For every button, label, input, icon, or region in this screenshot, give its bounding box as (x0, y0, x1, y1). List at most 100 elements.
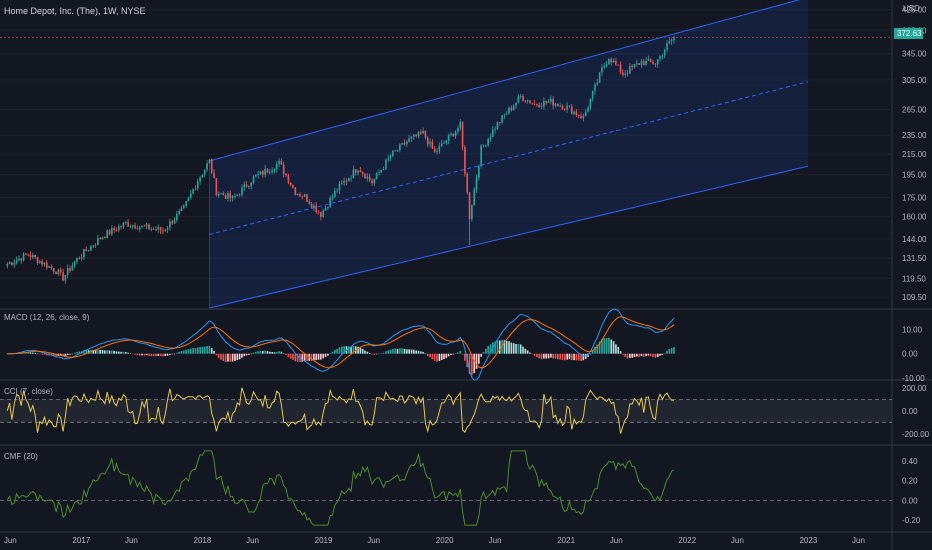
candle-body (106, 230, 108, 238)
candle-body (347, 178, 350, 182)
macd-hist-bar (536, 353, 538, 358)
candle-body (131, 225, 134, 227)
macd-hist-bar (106, 350, 108, 354)
macd-hist-bar (498, 340, 501, 354)
candle-body (48, 266, 50, 268)
candle-body (515, 102, 517, 106)
x-tick-label: Jun (489, 536, 502, 545)
cmf-title: CMF (20) (4, 452, 38, 461)
macd-hist-bar (97, 349, 99, 354)
macd-hist-bar (336, 348, 338, 354)
x-tick-label: Jun (852, 536, 865, 545)
candle-body (329, 198, 331, 208)
macd-hist-bar (371, 353, 373, 355)
macd-tick-label: 0.00 (902, 350, 918, 359)
candle-body (361, 172, 364, 174)
macd-hist-bar (538, 353, 541, 359)
macd-hist-bar (329, 353, 331, 354)
macd-hist-bar (561, 353, 564, 361)
macd-hist-bar (220, 353, 222, 360)
candle-body (76, 257, 78, 262)
candle-body (529, 100, 531, 104)
candle-body (598, 72, 601, 83)
x-tick-label: Jun (367, 536, 380, 545)
candle-body (608, 58, 610, 65)
macd-hist-bar (143, 353, 146, 356)
candle-body (561, 105, 564, 110)
macd-hist-bar (252, 352, 255, 354)
x-tick-label: 2023 (799, 536, 817, 545)
candle-body (619, 64, 622, 73)
macd-hist-bar (257, 351, 259, 354)
candle-body (215, 178, 218, 196)
macd-hist-bar (157, 353, 160, 357)
axes: Jun 2017 Jun 2018 Jun 2019 Jun 2020 Jun 2021 Jun 20… (4, 5, 930, 545)
candle-body (570, 106, 573, 114)
candle-body (615, 60, 617, 65)
macd-hist-bar (127, 352, 129, 354)
price-tick-label: 109.50 (902, 293, 927, 302)
macd-hist-bar (196, 347, 199, 354)
candle-body (501, 115, 503, 123)
candle-body (111, 228, 113, 235)
macd-hist-bar (238, 353, 241, 360)
macd-hist-bar (145, 353, 148, 356)
candle-body (496, 121, 499, 130)
regression-channel (208, 0, 809, 309)
macd-hist-bar (245, 353, 248, 356)
candle-body (426, 137, 429, 145)
macd-hist-bar (440, 353, 443, 360)
macd-hist-bar (594, 346, 596, 354)
candle-body (617, 64, 620, 66)
candle-body (122, 222, 125, 227)
candle-body (417, 131, 420, 137)
candle-body (401, 142, 404, 145)
candle-body (196, 181, 199, 189)
candle-body (524, 100, 527, 102)
candle-body (399, 144, 401, 151)
candle-body (275, 164, 278, 170)
macd-hist-bar (234, 353, 236, 361)
candle-body (148, 224, 150, 230)
candle-body (575, 111, 578, 115)
macd-hist-bar (131, 353, 134, 355)
candle-body (164, 229, 167, 231)
candle-body (601, 67, 603, 73)
candle-body (299, 193, 301, 197)
macd-hist-bar (461, 353, 464, 355)
candle-body (478, 166, 480, 178)
candle-body (217, 193, 220, 196)
candle-body (450, 133, 452, 136)
candle-body (262, 171, 264, 175)
macd-hist-bar (654, 353, 657, 358)
candle-body (587, 107, 589, 112)
x-tick-label: 2019 (315, 536, 333, 545)
macd-hist-bar (120, 351, 122, 354)
macd-hist-bar (250, 353, 253, 355)
macd-hist-bar (289, 353, 292, 359)
macd-hist-bar (69, 353, 71, 355)
candle-body (457, 128, 459, 132)
candle-body (162, 230, 164, 232)
macd-hist-bar (471, 353, 473, 376)
macd-hist-bar (262, 351, 264, 354)
candle-body (87, 250, 90, 252)
macd-hist-bar (522, 346, 524, 354)
macd-hist-bar (199, 347, 201, 354)
candle-body (566, 105, 568, 110)
candle-body (264, 168, 266, 175)
macd-hist-bar (431, 353, 434, 360)
macd-hist-bar (73, 352, 76, 354)
macd-hist-bar (385, 351, 387, 354)
candle-body (259, 171, 262, 175)
macd-hist-bar (380, 353, 383, 354)
candle-body (452, 133, 455, 137)
macd-hist-bar (287, 353, 290, 358)
candle-body (18, 258, 20, 261)
candle-body (203, 169, 206, 175)
cci-tick-label: 0.00 (902, 407, 918, 416)
candle-body (294, 187, 297, 195)
candle-body (250, 182, 253, 187)
macd-hist-bar (663, 353, 666, 354)
macd-hist-bar (275, 351, 278, 354)
